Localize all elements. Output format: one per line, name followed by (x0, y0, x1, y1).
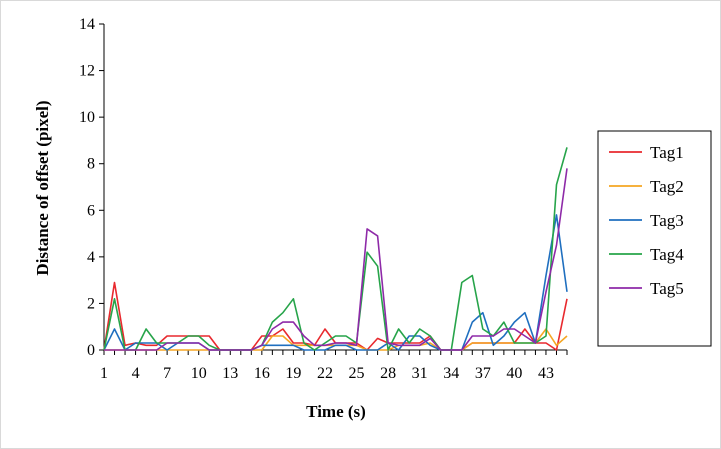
y-tick-label: 4 (87, 249, 95, 266)
y-tick-label: 14 (79, 16, 95, 33)
x-tick-label: 25 (349, 365, 365, 382)
x-tick-label: 28 (380, 365, 396, 382)
x-tick-label: 4 (132, 365, 140, 382)
x-tick-label: 43 (538, 365, 554, 382)
series-line-tag2 (104, 328, 568, 351)
series-line-tag4 (103, 147, 568, 351)
legend: Tag1 Tag2 Tag3 Tag4 Tag5 (597, 130, 712, 347)
y-tick-label: 8 (87, 156, 95, 173)
y-tick-label: 10 (79, 109, 95, 126)
legend-label-tag5: Tag5 (650, 279, 684, 298)
y-axis-title: Distance of offset (pixel) (33, 100, 52, 275)
x-tick-label: 1 (100, 365, 108, 382)
x-tick-label: 31 (412, 365, 428, 382)
series-lines (103, 147, 568, 351)
legend-label-tag1: Tag1 (650, 143, 684, 162)
x-tick-label: 40 (506, 365, 522, 382)
y-tick-label: 2 (87, 295, 95, 312)
series-line-tag1 (103, 281, 568, 351)
x-tick-label: 13 (222, 365, 238, 382)
series-line-tag5 (104, 168, 568, 351)
legend-label-tag3: Tag3 (650, 211, 684, 230)
x-tick-label: 19 (285, 365, 301, 382)
x-tick-label: 7 (163, 365, 171, 382)
y-tick-label: 12 (79, 63, 95, 80)
y-axis: 0 2 4 6 8 10 12 14 (79, 16, 105, 359)
x-axis: 1 4 7 10 13 16 19 22 25 28 31 34 37 40 43 (100, 349, 568, 382)
y-tick-label: 0 (87, 342, 95, 359)
x-axis-title: Time (s) (306, 402, 366, 421)
x-tick-label: 34 (443, 365, 459, 382)
legend-label-tag2: Tag2 (650, 177, 684, 196)
y-tick-label: 6 (87, 202, 95, 219)
x-tick-label: 22 (317, 365, 333, 382)
legend-label-tag4: Tag4 (650, 245, 684, 264)
x-tick-label: 10 (191, 365, 207, 382)
legend-box (597, 130, 712, 347)
x-tick-label: 37 (475, 365, 491, 382)
x-tick-label: 16 (254, 365, 270, 382)
